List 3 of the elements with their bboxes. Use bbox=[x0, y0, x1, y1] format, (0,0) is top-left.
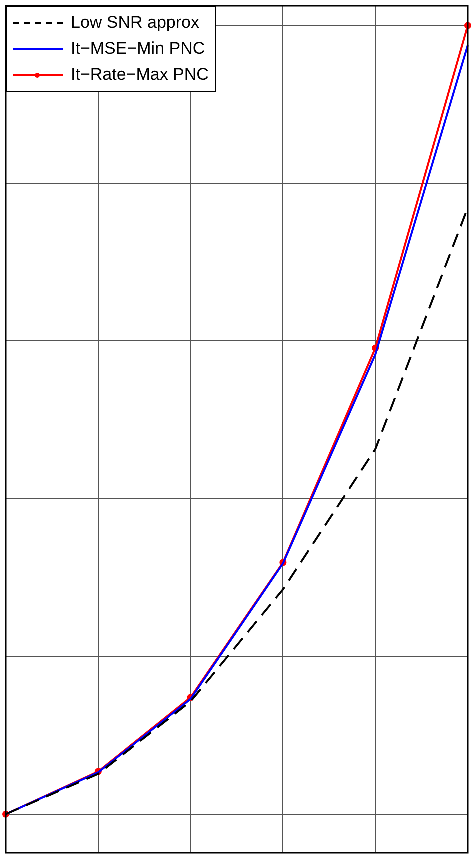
legend-label: Low SNR approx bbox=[71, 13, 200, 33]
legend-label: It−MSE−Min PNC bbox=[71, 39, 206, 59]
legend-label: It−Rate−Max PNC bbox=[71, 65, 209, 85]
